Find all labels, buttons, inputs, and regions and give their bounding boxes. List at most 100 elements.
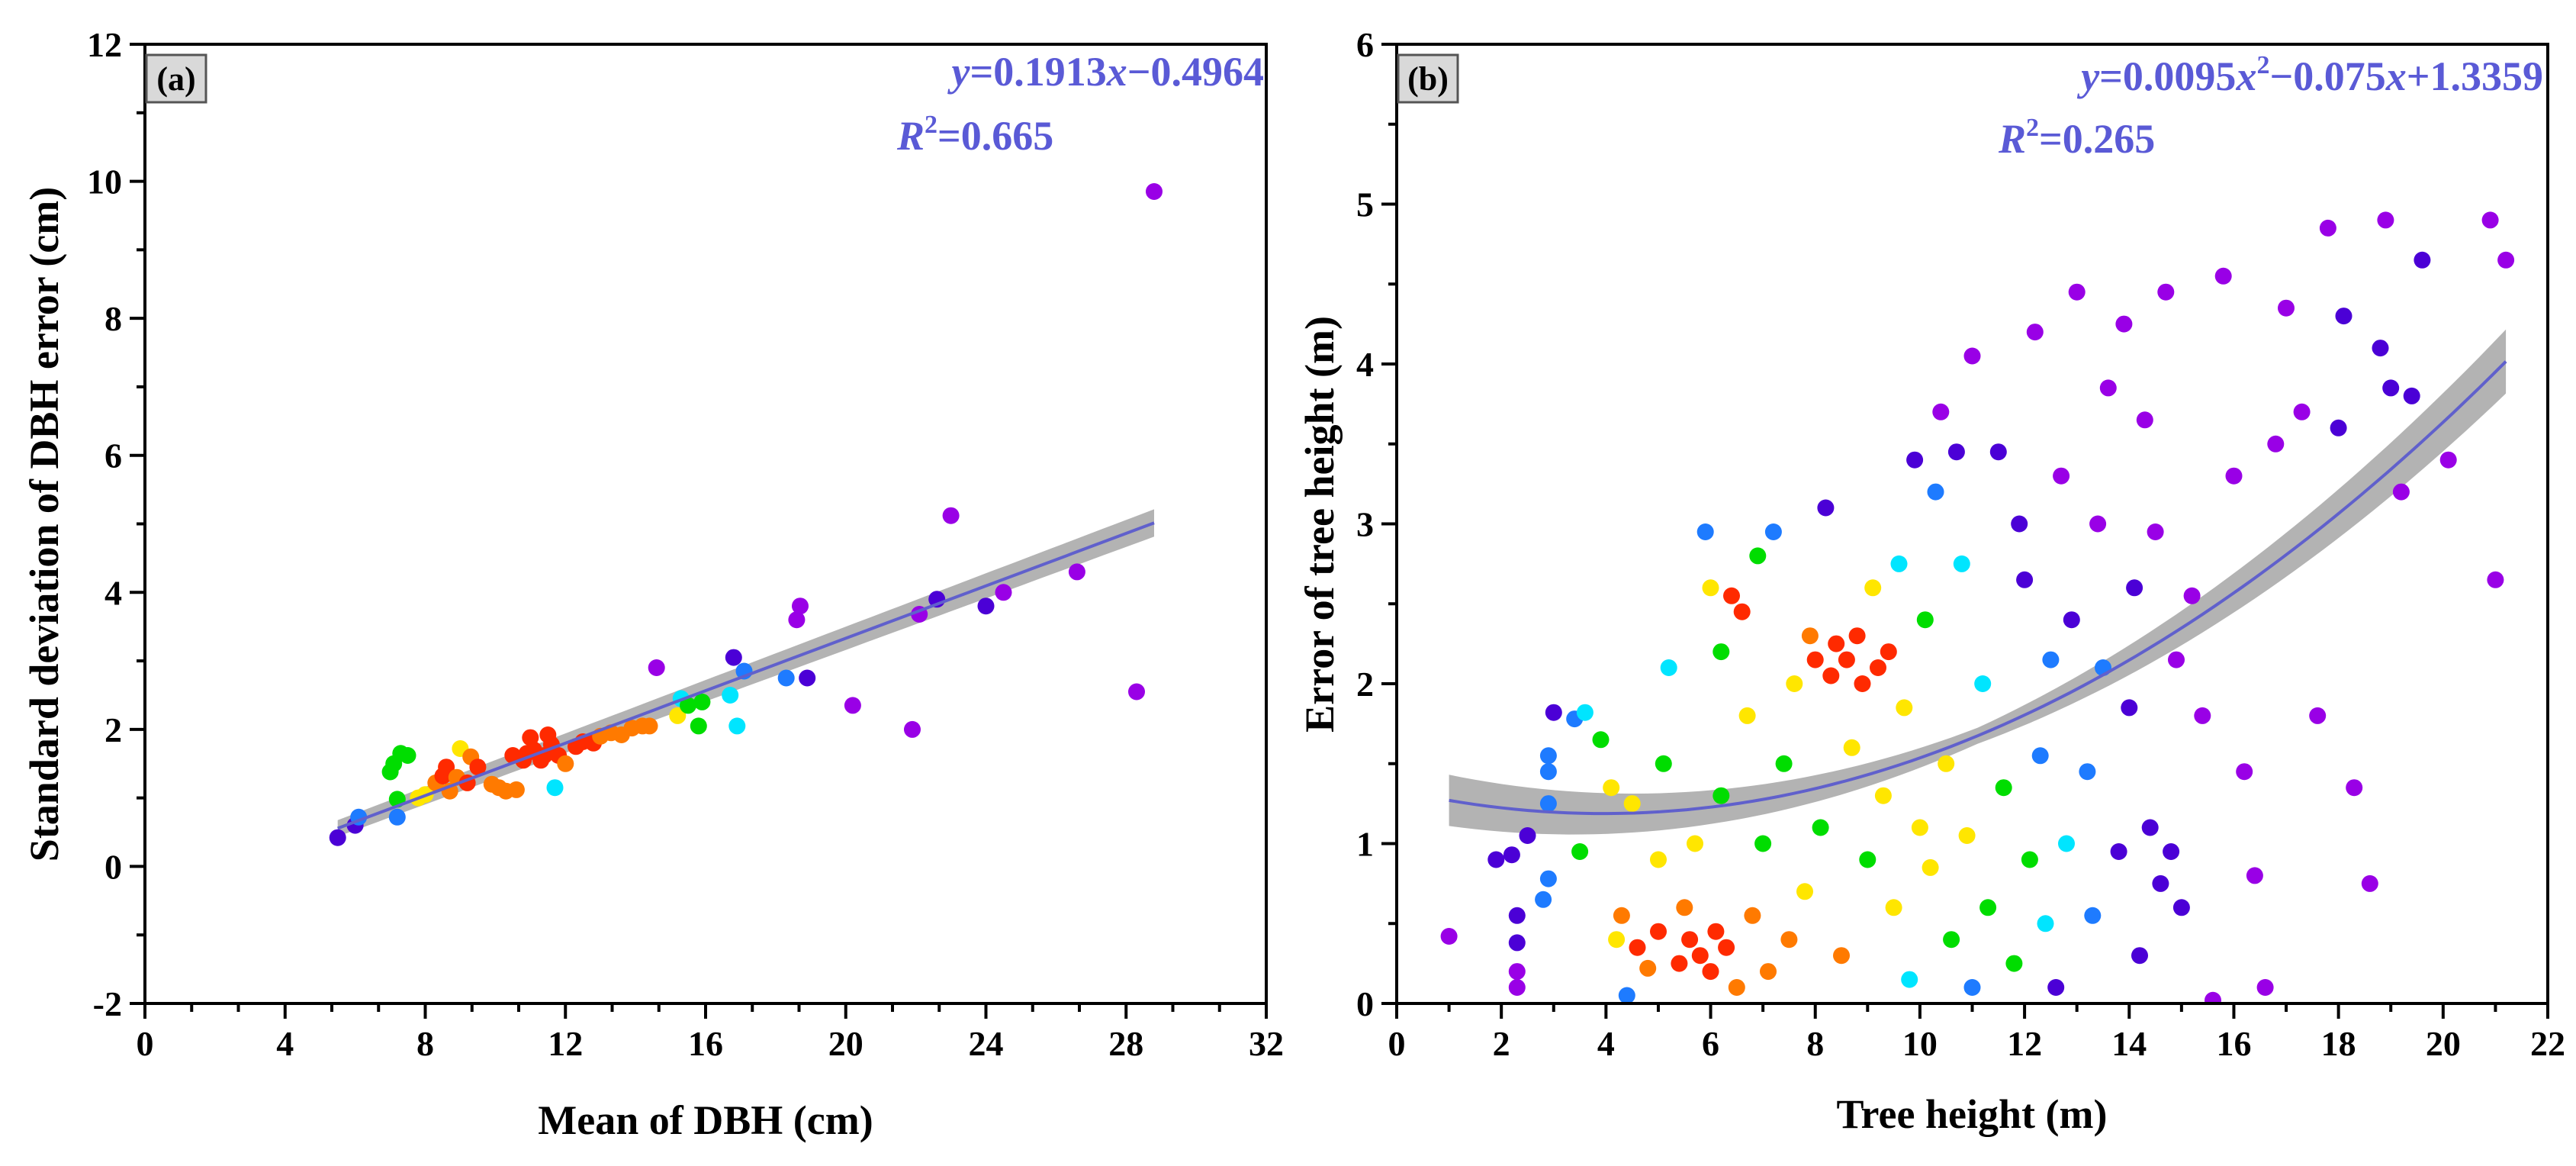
b-point [1927,483,1944,501]
a-x-tick-label: 32 [1249,1024,1284,1063]
b-point [1508,963,1526,981]
b-point [1995,779,2012,797]
b-point [2377,211,2394,229]
a-point [399,747,416,764]
b-point [2382,379,2400,397]
b-y-tick-label: 5 [1356,185,1374,224]
b-point [2026,324,2044,341]
b-point [1764,523,1782,540]
b-point [2152,874,2169,892]
b-point [1828,635,1845,652]
b-point [2042,651,2060,668]
b-point [1806,651,1824,668]
a-point [995,584,1012,601]
b-point [1916,611,1934,629]
a-point [388,808,406,826]
b-point [2084,907,2102,924]
a-point [1146,183,1163,200]
b-point [1519,827,1536,844]
b-point [1854,675,1871,692]
b-point [2005,955,2023,972]
a-plot-frame [143,43,1268,1005]
b-point [1650,851,1667,868]
b-point [1613,907,1630,924]
a-point [799,669,816,687]
a-y-tick-label: 6 [105,436,122,475]
a-point [507,781,525,798]
a-x-tick-label: 8 [416,1024,434,1063]
b-point [1838,651,1855,668]
b-point [1576,704,1594,721]
b-point [1906,451,1924,469]
b-y-tick-label: 4 [1356,345,1374,384]
b-point [2021,851,2038,868]
b-x-tick-label: 14 [2111,1024,2147,1063]
b-point [1870,659,1886,676]
b-point [1963,347,1981,365]
b-point [2157,283,2175,301]
b-y-tick-label: 3 [1356,505,1374,544]
b-point [1749,547,1767,565]
b-point [1864,579,1882,597]
a-point [788,611,806,629]
b-point [1974,675,1992,692]
b-point [1608,931,1626,949]
b-point [1718,939,1735,956]
b-point [1676,899,1693,916]
b-point [1760,963,1777,981]
a-point [469,759,487,776]
b-point [2267,435,2285,453]
b-point [1786,675,1803,692]
b-point [2319,219,2336,237]
b-point [2335,308,2352,325]
a-panel-tag: (a) [145,53,207,104]
b-point [2031,747,2049,765]
a-x-tick-label: 24 [969,1024,1004,1063]
b-point [2163,843,2180,860]
b-confidence-band [1449,329,2507,835]
b-point [1539,763,1557,781]
b-x-tick-label: 18 [2321,1024,2356,1063]
b-point [2058,835,2075,852]
a-point [792,597,809,615]
b-point [2256,979,2274,996]
b-point [2194,707,2211,724]
b-point [1754,835,1772,852]
b-point [1775,755,1793,772]
a-point [648,659,665,676]
a-x-tick-label: 16 [688,1024,723,1063]
b-point [2481,211,2499,229]
b-y-tick-label: 1 [1356,825,1374,864]
b-point [1890,555,1908,572]
a-fit-line [336,521,1155,830]
a-y-tick-label: -2 [93,984,122,1023]
b-x-tick-label: 6 [1702,1024,1719,1063]
b-point [2330,419,2347,436]
b-point [1629,939,1646,956]
b-point [2293,403,2311,420]
b-point [2126,579,2143,597]
b-point [1702,963,1719,981]
b-point [2168,651,2185,668]
b-point [1713,643,1730,661]
b-x-tick-label: 16 [2216,1024,2251,1063]
b-point [1874,787,1892,804]
b-point [1932,403,1950,420]
b-point [1989,443,2007,461]
b-point [1958,827,1976,844]
b-point [1922,858,1939,876]
b-point [1535,891,1552,908]
a-point [557,755,574,772]
b-point [1539,795,1557,813]
b-points [1440,211,2515,1003]
b-point [1707,923,1725,940]
a-y-tick-label: 0 [105,847,122,886]
b-point [2183,587,2201,604]
b-point [1691,947,1709,965]
b-point [1539,747,1557,765]
b-y-tick-label: 6 [1356,25,1374,64]
b-point [1744,907,1761,924]
a-point [546,779,564,797]
